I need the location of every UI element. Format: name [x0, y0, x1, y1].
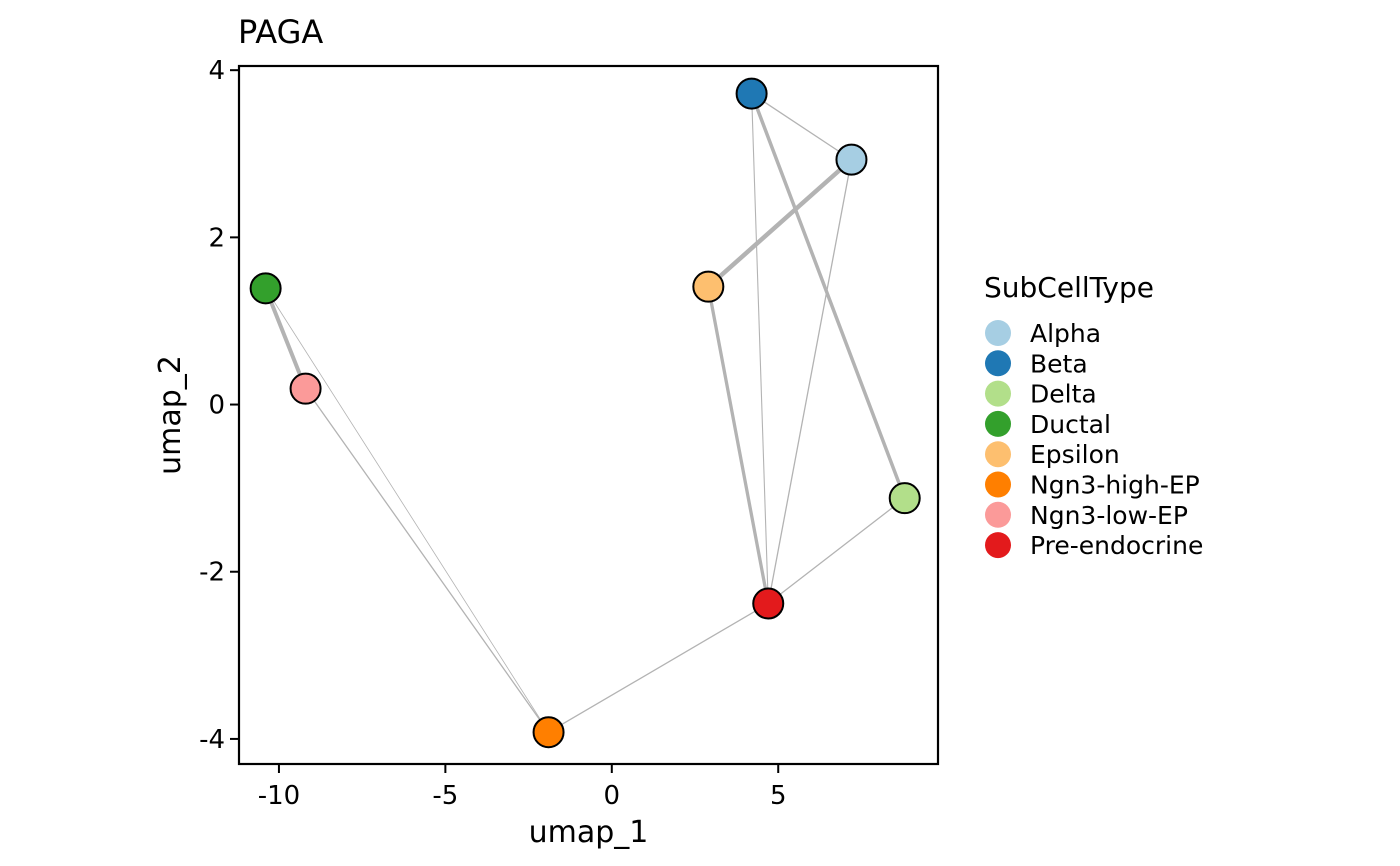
legend-item-ngn3-low-ep: Ngn3-low-EP	[985, 501, 1188, 530]
y-tick-label: -4	[199, 725, 225, 755]
legend-item-beta: Beta	[985, 349, 1088, 378]
legend-label: Alpha	[1030, 319, 1101, 348]
y-axis-label: umap_2	[153, 355, 188, 475]
y-tick-label: 2	[208, 223, 225, 253]
edge-ngn3-low-ep-ngn3-high-ep	[304, 388, 550, 733]
legend-label: Ngn3-low-EP	[1030, 501, 1188, 530]
x-tick-label: 0	[604, 781, 621, 811]
edge-beta-pre-endocrine	[751, 93, 769, 605]
legend-label: Pre-endocrine	[1030, 531, 1203, 560]
x-tick-label: -10	[258, 781, 300, 811]
legend-item-pre-endocrine: Pre-endocrine	[985, 531, 1203, 560]
legend-label: Ngn3-high-EP	[1030, 471, 1200, 500]
edge-ductal-ngn3-high-ep	[265, 287, 549, 733]
y-tick-label: 4	[208, 56, 225, 86]
plot-panel-border	[237, 64, 940, 766]
node-delta	[888, 482, 921, 515]
legend-swatch	[985, 410, 1011, 437]
legend-label: Epsilon	[1030, 440, 1120, 469]
legend-item-delta: Delta	[985, 380, 1097, 409]
node-alpha	[835, 143, 868, 176]
legend: SubCellType AlphaBetaDeltaDuctalEpsilonN…	[984, 271, 1203, 560]
node-ductal	[249, 272, 282, 305]
node-pre-endocrine	[752, 587, 785, 620]
node-beta	[735, 77, 768, 110]
legend-swatch	[985, 380, 1011, 407]
node-ngn3-high-ep	[532, 716, 565, 749]
legend-label: Beta	[1030, 349, 1088, 378]
legend-item-epsilon: Epsilon	[985, 440, 1120, 469]
chart-title: PAGA	[238, 13, 323, 51]
legend-swatch	[985, 501, 1011, 528]
edge-beta-alpha	[750, 92, 853, 161]
edge-alpha-epsilon	[706, 157, 854, 289]
legend-item-ngn3-high-ep: Ngn3-high-EP	[985, 471, 1200, 500]
edge-alpha-pre-endocrine	[767, 158, 853, 605]
x-tick-label: -5	[432, 781, 458, 811]
legend-label: Delta	[1030, 380, 1097, 409]
legend-item-ductal: Ductal	[985, 410, 1111, 439]
x-axis-label: umap_1	[529, 815, 649, 850]
legend-swatch	[985, 441, 1011, 468]
x-tick-label: 5	[770, 781, 787, 811]
node-ngn3-low-ep	[289, 372, 322, 405]
nodes-layer	[249, 77, 921, 749]
edge-beta-delta	[749, 91, 907, 500]
node-epsilon	[692, 270, 725, 303]
legend-swatch	[985, 471, 1011, 498]
legend-item-alpha: Alpha	[985, 319, 1101, 348]
legend-title: SubCellType	[984, 271, 1154, 304]
edges-layer	[263, 91, 907, 733]
y-tick-label: 0	[208, 391, 225, 421]
y-tick-label: -2	[199, 558, 225, 588]
legend-label: Ductal	[1030, 410, 1111, 439]
edge-epsilon-pre-endocrine	[706, 285, 770, 606]
y-axis: -4 -2 0 2 4	[199, 56, 239, 755]
edge-ductal-ngn3-low-ep	[263, 286, 308, 391]
x-axis: -10 -5 0 5	[258, 764, 787, 811]
legend-swatch	[985, 350, 1011, 377]
legend-swatch	[985, 320, 1011, 346]
legend-swatch	[985, 532, 1011, 559]
edge-pre-endocrine-ngn3-high-ep	[547, 602, 769, 733]
edge-delta-pre-endocrine	[767, 497, 906, 605]
